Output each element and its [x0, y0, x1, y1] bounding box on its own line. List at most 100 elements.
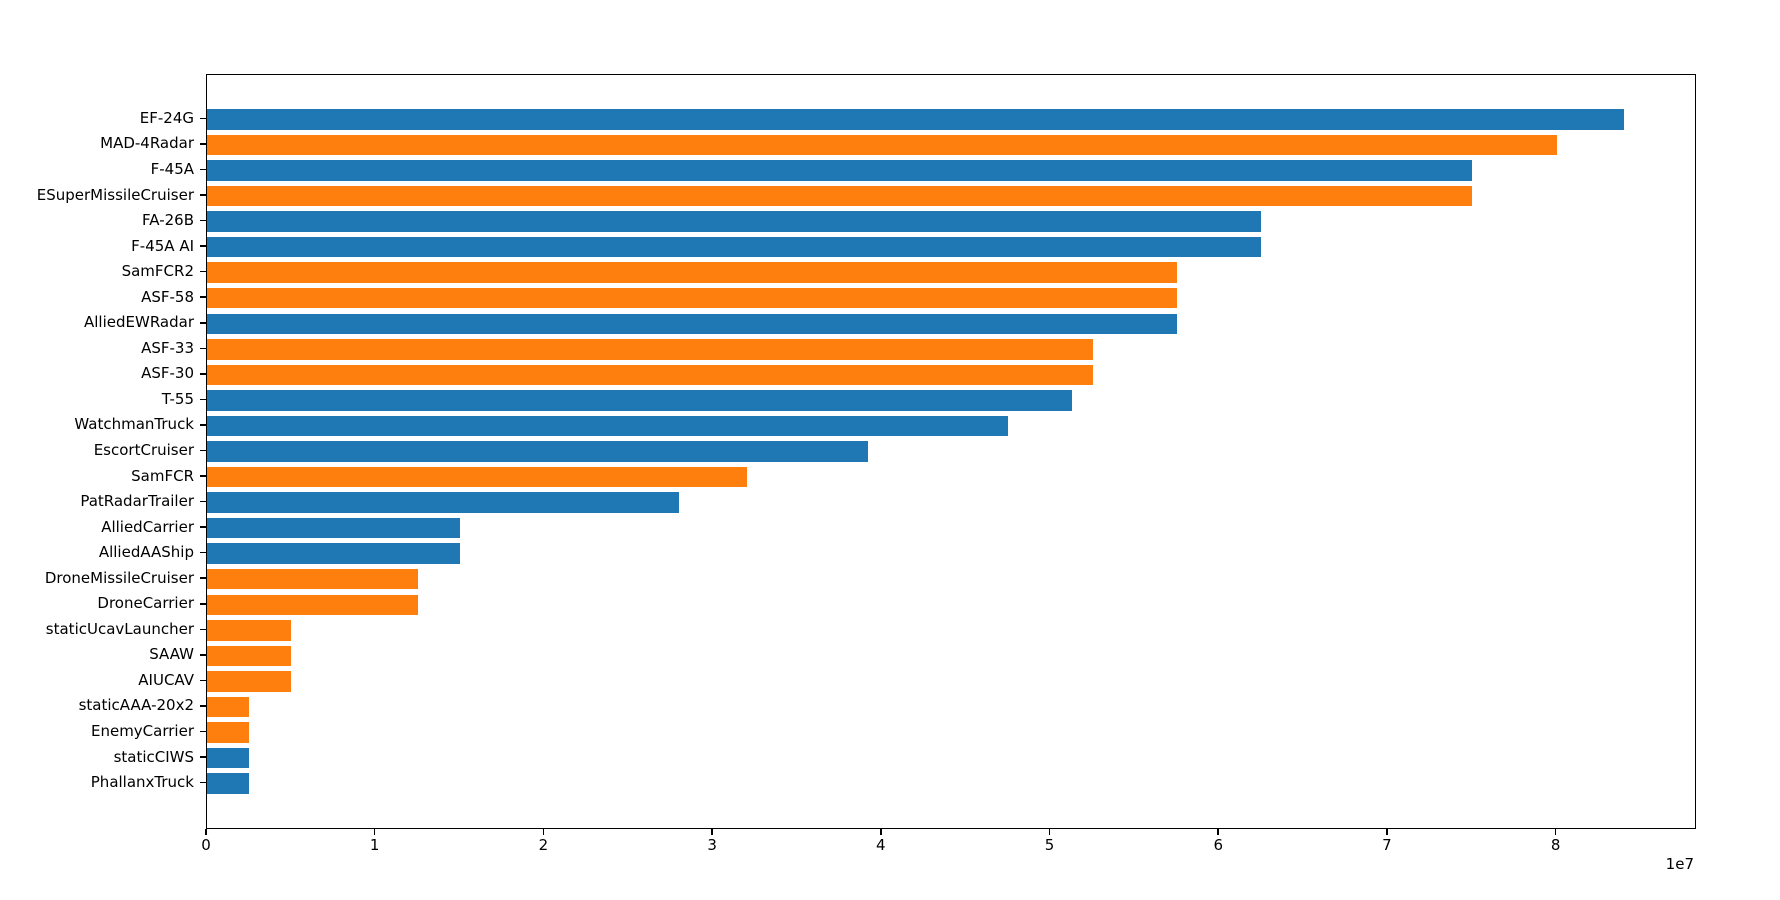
- bar: [207, 288, 1178, 309]
- y-tick-label: AlliedAAShip: [98, 543, 194, 562]
- y-tick-mark: [200, 654, 206, 656]
- bar: [207, 262, 1178, 283]
- y-tick-mark: [200, 603, 206, 605]
- y-tick-label: AlliedEWRadar: [84, 313, 194, 332]
- y-tick-mark: [200, 373, 206, 375]
- y-tick-mark: [200, 781, 206, 784]
- bar: [207, 364, 1093, 386]
- y-tick-label: PhallanxTruck: [90, 773, 194, 792]
- bar: [207, 236, 1262, 258]
- bar: [207, 543, 461, 564]
- y-tick-label: AIUCAV: [138, 670, 194, 689]
- x-tick-label: 5: [1044, 836, 1055, 854]
- y-tick-label: EscortCruiser: [93, 441, 194, 459]
- x-tick-label: 4: [876, 836, 886, 854]
- y-tick-label: EF-24G: [139, 108, 194, 127]
- y-tick-label: ESuperMissileCruiser: [36, 185, 194, 204]
- y-tick-mark: [200, 756, 206, 758]
- y-tick-mark: [200, 424, 206, 426]
- y-tick-mark: [200, 143, 206, 145]
- y-tick-label: SAAW: [149, 645, 194, 664]
- x-tick-label: 3: [707, 836, 717, 854]
- bar: [207, 390, 1072, 411]
- x-tick-mark: [1386, 828, 1388, 835]
- y-tick-label: staticCIWS: [113, 747, 194, 766]
- x-tick-mark: [1217, 828, 1219, 835]
- bar: [207, 109, 1625, 130]
- x-tick-label: 1: [369, 836, 380, 854]
- bar: [207, 620, 292, 641]
- y-tick-label: staticAAA-20x2: [78, 696, 194, 715]
- y-tick-mark: [200, 322, 206, 324]
- x-tick-mark: [205, 828, 207, 835]
- y-tick-mark: [200, 117, 206, 120]
- x-tick-mark: [373, 828, 376, 835]
- bar: [207, 722, 250, 743]
- y-tick-mark: [200, 347, 206, 350]
- y-tick-label: SamFCR2: [121, 262, 194, 281]
- bar: [207, 160, 1473, 181]
- bar: [207, 313, 1178, 334]
- y-tick-label: SamFCR: [131, 466, 194, 485]
- x-tick-label: 8: [1550, 836, 1561, 854]
- y-tick-label: MAD-4Radar: [100, 134, 194, 153]
- y-tick-mark: [200, 705, 206, 707]
- y-tick-label: DroneCarrier: [97, 594, 194, 613]
- plot-area: [206, 74, 1696, 829]
- y-tick-mark: [200, 730, 206, 733]
- bar: [207, 517, 461, 539]
- x-tick-label: 0: [201, 836, 211, 854]
- bar: [207, 185, 1473, 207]
- y-tick-mark: [200, 551, 206, 554]
- y-tick-mark: [200, 245, 206, 247]
- y-tick-mark: [200, 449, 206, 452]
- bar: [207, 696, 250, 718]
- y-tick-label: DroneMissileCruiser: [44, 568, 194, 587]
- y-tick-label: ASF-30: [141, 364, 194, 383]
- y-tick-mark: [200, 679, 206, 682]
- bar: [207, 441, 869, 462]
- y-tick-mark: [200, 398, 206, 401]
- y-tick-label: ASF-58: [141, 287, 194, 306]
- y-tick-mark: [200, 628, 206, 631]
- y-tick-mark: [200, 526, 206, 528]
- x-tick-mark: [542, 828, 545, 835]
- x-tick-label: 6: [1213, 836, 1223, 854]
- y-tick-mark: [200, 219, 206, 222]
- x-tick-mark: [880, 828, 882, 835]
- x-tick-mark: [1554, 828, 1557, 835]
- y-tick-mark: [200, 194, 206, 196]
- bar: [207, 466, 747, 488]
- y-tick-label: F-45A AI: [131, 236, 194, 255]
- y-tick-label: staticUcavLauncher: [45, 619, 194, 638]
- y-tick-label: FA-26B: [142, 211, 194, 230]
- y-tick-label: WatchmanTruck: [74, 415, 194, 434]
- bar: [207, 211, 1262, 232]
- y-tick-label: T-55: [161, 389, 194, 408]
- y-tick-label: AlliedCarrier: [101, 517, 194, 536]
- bar: [207, 568, 418, 590]
- y-tick-label: ASF-33: [141, 338, 194, 357]
- y-tick-mark: [200, 577, 206, 579]
- y-tick-label: PatRadarTrailer: [80, 492, 194, 511]
- y-tick-mark: [200, 500, 206, 503]
- bar: [207, 671, 292, 692]
- y-tick-label: F-45A: [150, 160, 194, 179]
- y-tick-label: EnemyCarrier: [90, 721, 194, 740]
- bar: [207, 594, 418, 615]
- y-tick-mark: [200, 270, 206, 273]
- x-tick-mark: [711, 828, 713, 835]
- bar: [207, 645, 292, 667]
- bar: [207, 134, 1557, 156]
- bar: [207, 773, 250, 794]
- x-tick-mark: [1048, 828, 1051, 835]
- bar: [207, 747, 250, 769]
- x-tick-label: 2: [538, 836, 549, 854]
- x-axis-offset-label: 1e7: [1665, 855, 1694, 873]
- y-tick-mark: [200, 168, 206, 171]
- y-tick-mark: [200, 475, 206, 477]
- y-tick-mark: [200, 296, 206, 298]
- bar: [207, 492, 680, 513]
- x-tick-label: 7: [1382, 836, 1392, 854]
